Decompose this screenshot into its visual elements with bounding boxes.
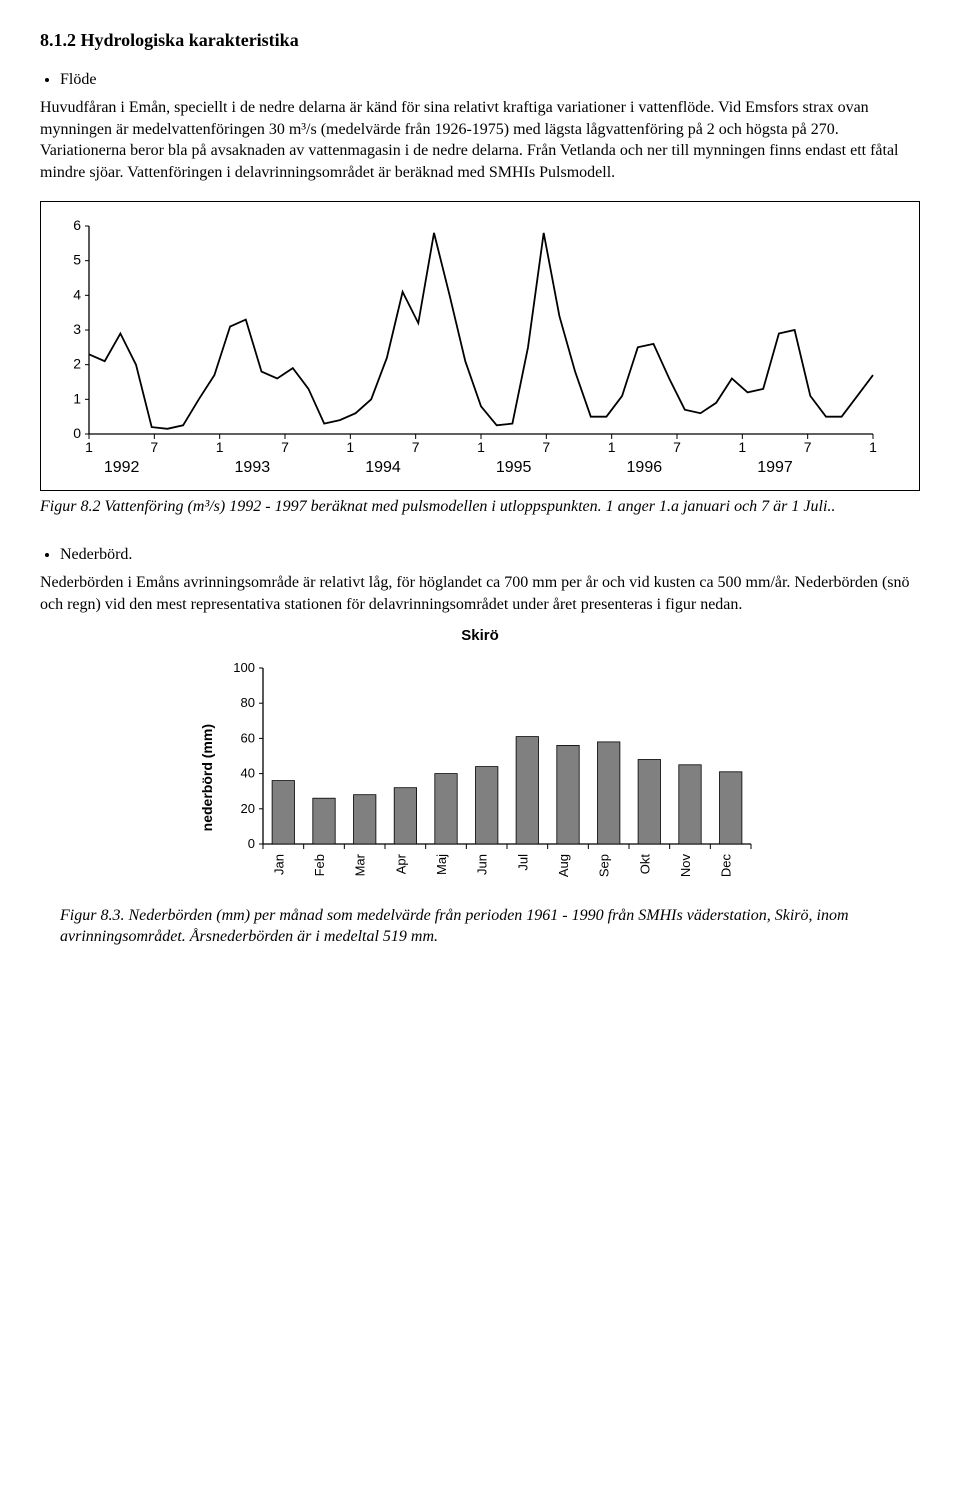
svg-text:0: 0 — [248, 836, 255, 851]
svg-text:1: 1 — [73, 391, 81, 407]
svg-text:1: 1 — [477, 439, 485, 455]
svg-text:Jan: Jan — [271, 854, 286, 875]
svg-text:6: 6 — [73, 220, 81, 233]
svg-text:7: 7 — [673, 439, 681, 455]
svg-text:7: 7 — [412, 439, 420, 455]
precip-bullet: Nederbörd. — [60, 546, 920, 564]
svg-text:Feb: Feb — [312, 854, 327, 876]
flow-bullet-list: Flöde — [40, 71, 920, 89]
svg-text:20: 20 — [241, 801, 255, 816]
svg-text:7: 7 — [804, 439, 812, 455]
section-heading: 8.1.2 Hydrologiska karakteristika — [40, 30, 920, 51]
svg-text:1: 1 — [738, 439, 746, 455]
svg-text:2: 2 — [73, 356, 81, 372]
line-chart: 0123456171717171717119921993199419951996… — [59, 220, 901, 480]
figure-8-2-caption: Figur 8.2 Vattenföring (m³/s) 1992 - 199… — [40, 497, 920, 518]
svg-text:3: 3 — [73, 321, 81, 337]
svg-text:80: 80 — [241, 696, 255, 711]
svg-text:100: 100 — [233, 662, 255, 675]
svg-text:4: 4 — [73, 287, 81, 303]
svg-text:1: 1 — [346, 439, 354, 455]
svg-text:40: 40 — [241, 766, 255, 781]
svg-text:Apr: Apr — [393, 854, 408, 875]
svg-text:0: 0 — [73, 425, 81, 441]
svg-text:5: 5 — [73, 252, 81, 268]
figure-8-3-caption: Figur 8.3. Nederbörden (mm) per månad so… — [60, 906, 920, 948]
svg-text:1996: 1996 — [627, 459, 663, 476]
svg-text:7: 7 — [281, 439, 289, 455]
svg-text:1992: 1992 — [104, 459, 140, 476]
bar-chart-ylabel: nederbörd (mm) — [199, 724, 215, 831]
bar-chart-title: Skirö — [40, 627, 920, 644]
svg-text:1997: 1997 — [757, 459, 793, 476]
svg-text:1993: 1993 — [235, 459, 271, 476]
flow-bullet: Flöde — [60, 71, 920, 89]
svg-text:Jun: Jun — [475, 854, 490, 875]
svg-text:60: 60 — [241, 731, 255, 746]
svg-text:1: 1 — [216, 439, 224, 455]
svg-text:Sep: Sep — [597, 854, 612, 877]
precip-bullet-list: Nederbörd. — [40, 546, 920, 564]
precip-paragraph: Nederbörden i Emåns avrinningsområde är … — [40, 572, 920, 615]
svg-text:1995: 1995 — [496, 459, 532, 476]
svg-text:Aug: Aug — [556, 854, 571, 877]
bar-chart-container: nederbörd (mm) 0 20 40 60 80 100 Jan Feb Mar Apr M… — [40, 662, 920, 892]
svg-text:Nov: Nov — [678, 854, 693, 878]
svg-text:Jul: Jul — [515, 854, 530, 871]
bar-chart: 0 20 40 60 80 100 Jan Feb Mar Apr Maj Jun Jul Aug Sep O… — [221, 662, 761, 892]
svg-text:1: 1 — [608, 439, 616, 455]
svg-text:7: 7 — [542, 439, 550, 455]
svg-text:Dec: Dec — [719, 854, 734, 878]
line-chart-container: 0123456171717171717119921993199419951996… — [40, 201, 920, 491]
svg-text:1: 1 — [85, 439, 93, 455]
svg-text:Okt: Okt — [637, 854, 652, 875]
svg-text:7: 7 — [150, 439, 158, 455]
flow-paragraph: Huvudfåran i Emån, speciellt i de nedre … — [40, 97, 920, 183]
svg-text:Mar: Mar — [353, 854, 368, 877]
svg-text:Maj: Maj — [434, 854, 449, 875]
svg-text:1994: 1994 — [365, 459, 401, 476]
svg-text:1: 1 — [869, 439, 877, 455]
